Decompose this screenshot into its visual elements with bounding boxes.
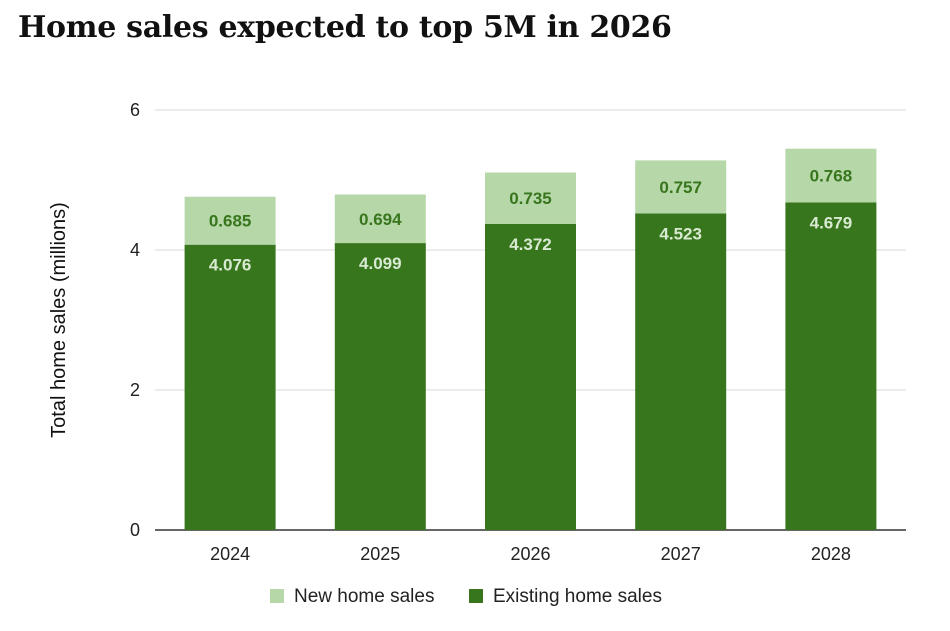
bar-existing-home-sales <box>485 223 576 530</box>
bar-new-home-sales <box>334 194 426 244</box>
bar-new-home-sales <box>785 148 877 203</box>
bar-new-home-sales <box>485 172 576 224</box>
data-label-new: 0.735 <box>509 189 552 208</box>
y-tick-label: 6 <box>130 100 140 120</box>
bar-new-home-sales <box>635 160 727 214</box>
data-label-existing: 4.523 <box>659 224 702 243</box>
legend-swatch-new <box>270 589 284 603</box>
bar-existing-home-sales <box>184 244 276 530</box>
y-tick-label: 2 <box>130 380 140 400</box>
y-tick-label: 0 <box>130 520 140 540</box>
x-tick-label: 2028 <box>811 544 851 564</box>
legend-label-existing: Existing home sales <box>493 586 662 607</box>
data-label-new: 0.757 <box>659 178 702 197</box>
data-label-new: 0.685 <box>209 212 252 231</box>
bar-existing-home-sales <box>785 202 877 530</box>
x-tick-label: 2027 <box>661 544 701 564</box>
y-axis-label: Total home sales (millions) <box>48 202 70 438</box>
chart-title: Home sales expected to top 5M in 2026 <box>18 10 672 45</box>
x-tick-label: 2026 <box>510 544 550 564</box>
data-label-new: 0.694 <box>359 210 402 229</box>
x-tick-label: 2024 <box>210 544 250 564</box>
bar-new-home-sales <box>184 196 276 245</box>
y-tick-label: 4 <box>130 240 140 260</box>
data-label-existing: 4.372 <box>509 235 552 254</box>
bar-existing-home-sales <box>635 213 727 530</box>
legend-label-new: New home sales <box>294 586 434 607</box>
legend-swatch-existing <box>469 589 483 603</box>
data-label-existing: 4.076 <box>209 256 252 275</box>
x-tick-label: 2025 <box>360 544 400 564</box>
data-label-existing: 4.679 <box>810 213 853 232</box>
data-label-existing: 4.099 <box>359 254 402 273</box>
bar-existing-home-sales <box>334 243 426 530</box>
data-label-new: 0.768 <box>810 167 853 186</box>
